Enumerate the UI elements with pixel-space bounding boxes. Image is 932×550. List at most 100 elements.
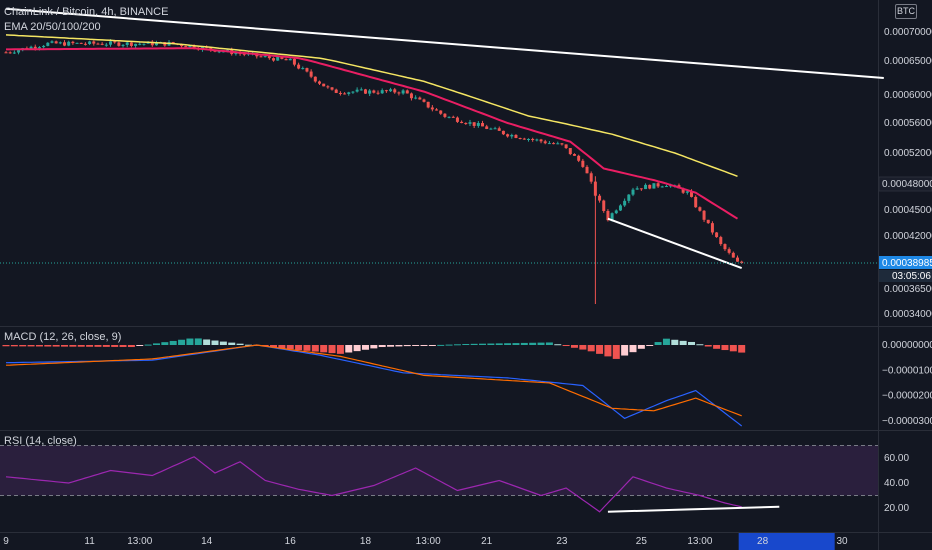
macd-bar: [403, 345, 411, 347]
time-tick-label: 28: [757, 536, 769, 547]
candle-body: [380, 90, 384, 94]
time-tick-label: 9: [3, 536, 9, 547]
macd-tick-label: −0.00001000: [882, 365, 932, 376]
candle-body: [681, 188, 685, 193]
candle-body: [447, 116, 451, 118]
candle-body: [389, 89, 393, 92]
macd-bar: [278, 345, 286, 349]
candle-body: [401, 90, 405, 94]
time-tick-label: 11: [84, 536, 95, 547]
candle-body: [280, 56, 284, 59]
macd-bar: [194, 338, 202, 345]
macd-bar: [637, 345, 645, 349]
candle-body: [731, 252, 735, 258]
candle-body: [171, 42, 175, 44]
macd-bar: [520, 342, 528, 345]
candle-body: [368, 90, 372, 94]
candle-body: [154, 42, 158, 46]
macd-bar: [94, 345, 102, 347]
candle-body: [284, 58, 288, 61]
macd-bar: [713, 345, 721, 349]
candle-body: [547, 143, 551, 145]
candle-body: [180, 44, 184, 47]
candle-body: [326, 86, 330, 88]
macd-bar: [228, 342, 236, 345]
price-tick-label: 0.00042000: [884, 231, 932, 242]
candle-body: [702, 210, 706, 220]
candle-body: [685, 191, 689, 193]
time-tick-label: 23: [556, 536, 568, 547]
macd-bar: [61, 345, 69, 347]
candle-body: [355, 89, 359, 92]
candle-body: [510, 134, 514, 137]
macd-bar: [570, 345, 578, 348]
macd-bar: [169, 340, 177, 345]
candle-body: [623, 200, 627, 206]
candle-body: [67, 41, 71, 46]
macd-bar: [729, 345, 737, 352]
candle-body: [740, 261, 744, 263]
candle-body: [577, 155, 581, 161]
macd-bar: [77, 345, 85, 347]
candle-body: [309, 71, 313, 77]
macd-bar: [119, 345, 127, 347]
candle-body: [602, 200, 606, 211]
macd-bar: [387, 345, 395, 347]
candle-body: [88, 41, 92, 45]
candle-body: [8, 52, 12, 54]
macd-bar: [320, 345, 328, 353]
candle-body: [485, 126, 489, 129]
macd-bar: [412, 345, 420, 346]
candle-body: [188, 45, 192, 48]
candle-body: [117, 42, 121, 46]
price-hover-tag: [878, 176, 932, 192]
macd-bar: [2, 345, 10, 347]
macd-bar: [529, 342, 537, 345]
ema-fast-line: [6, 47, 739, 220]
candle-body: [63, 42, 67, 46]
price-tick-label: 0.00056000: [884, 118, 932, 129]
candle-body: [17, 50, 21, 53]
candle-body: [301, 68, 305, 70]
candle-body: [464, 123, 468, 125]
rsi-tick-label: 40.00: [884, 478, 909, 489]
candles-group: [4, 39, 744, 264]
candle-body: [723, 244, 727, 250]
macd-bar: [361, 345, 369, 350]
candle-body: [418, 97, 422, 100]
currency-button[interactable]: BTC: [895, 4, 917, 19]
last-price-text: 0.00038985: [882, 258, 932, 269]
macd-bar: [453, 344, 461, 346]
candle-body: [100, 43, 104, 45]
candle-body: [150, 41, 154, 46]
candle-body: [405, 90, 409, 94]
countdown-tag: [879, 270, 932, 282]
trendline-2: [607, 217, 743, 270]
candle-body: [514, 134, 518, 138]
candle-body: [501, 130, 505, 135]
price-tick-label: 0.00045000: [884, 205, 932, 216]
macd-bar: [127, 345, 135, 348]
macd-bar: [612, 345, 620, 359]
price-tick-label: 0.00070000: [884, 27, 932, 38]
candle-body: [409, 93, 413, 99]
candle-body: [297, 64, 301, 69]
candle-body: [330, 87, 334, 90]
candle-body: [660, 186, 664, 188]
candle-body: [451, 116, 455, 118]
signal-line: [5, 344, 742, 417]
candle-body: [506, 134, 510, 137]
macd-tick-label: 0.00000000: [882, 340, 932, 351]
candle-body: [276, 56, 280, 61]
macd-bar: [44, 345, 52, 347]
macd-bar: [102, 345, 110, 347]
candle-body: [694, 196, 698, 208]
macd-bar: [178, 339, 186, 345]
candle-body: [614, 210, 618, 214]
candle-body: [644, 184, 648, 190]
macd-bar: [295, 345, 303, 351]
macd-histogram: [2, 338, 746, 359]
candle-body: [334, 89, 338, 93]
candle-body: [435, 109, 439, 111]
